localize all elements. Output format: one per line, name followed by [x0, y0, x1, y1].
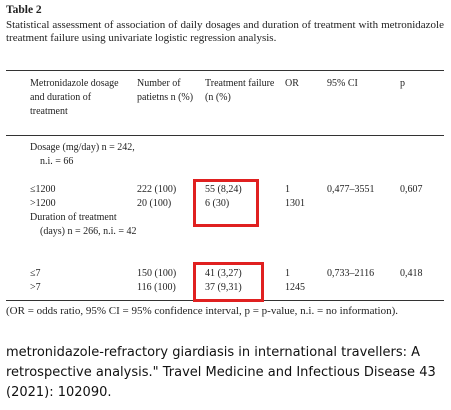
table-cell: >7	[30, 282, 41, 293]
table-cell: 1301	[285, 198, 305, 209]
group-label: Duration of treatment (days) n = 266, n.…	[30, 212, 137, 237]
table-cell: 116 (100)	[137, 282, 176, 293]
column-header: OR	[285, 78, 299, 89]
table-footnote: (OR = odds ratio, 95% CI = 95% confidenc…	[6, 305, 399, 317]
column-header: Metronidazole dosage and duration of tre…	[30, 78, 119, 117]
table-cell: ≤1200	[30, 184, 56, 195]
table-title: Table 2	[6, 4, 42, 16]
column-header: 95% CI	[327, 78, 358, 89]
table-cell: 0,418	[400, 268, 423, 279]
table-cell: ≤7	[30, 268, 41, 279]
table-cell: 41 (3,27)	[205, 268, 242, 279]
table-cell: 20 (100)	[137, 198, 172, 209]
column-header: p	[400, 78, 405, 89]
column-header: Number of patietns n (%)	[137, 78, 194, 103]
table-cell: 150 (100)	[137, 268, 177, 279]
table-cell: 55 (8,24)	[205, 184, 242, 195]
table-cell: 222 (100)	[137, 184, 177, 195]
table-cell: 6 (30)	[205, 198, 230, 209]
table-cell: 0,607	[400, 184, 423, 195]
table-cell: 0,733–2116	[327, 268, 375, 279]
header-rule	[6, 135, 444, 136]
table-caption: Statistical assessment of association of…	[6, 19, 444, 44]
citation: metronidazole-refractory giardiasis in i…	[6, 345, 436, 400]
highlight-box	[193, 262, 264, 302]
highlight-box	[193, 179, 259, 227]
top-rule	[6, 70, 444, 71]
table-cell: 1	[285, 268, 290, 279]
table-cell: 37 (9,31)	[205, 282, 242, 293]
table-cell: 0,477–3551	[327, 184, 375, 195]
group-label: Dosage (mg/day) n = 242, n.i. = 66	[30, 142, 135, 167]
table-cell: 1	[285, 184, 290, 195]
table-cell: >1200	[30, 198, 56, 209]
column-header: Treatment failure (n (%)	[205, 78, 275, 103]
table-cell: 1245	[285, 282, 305, 293]
